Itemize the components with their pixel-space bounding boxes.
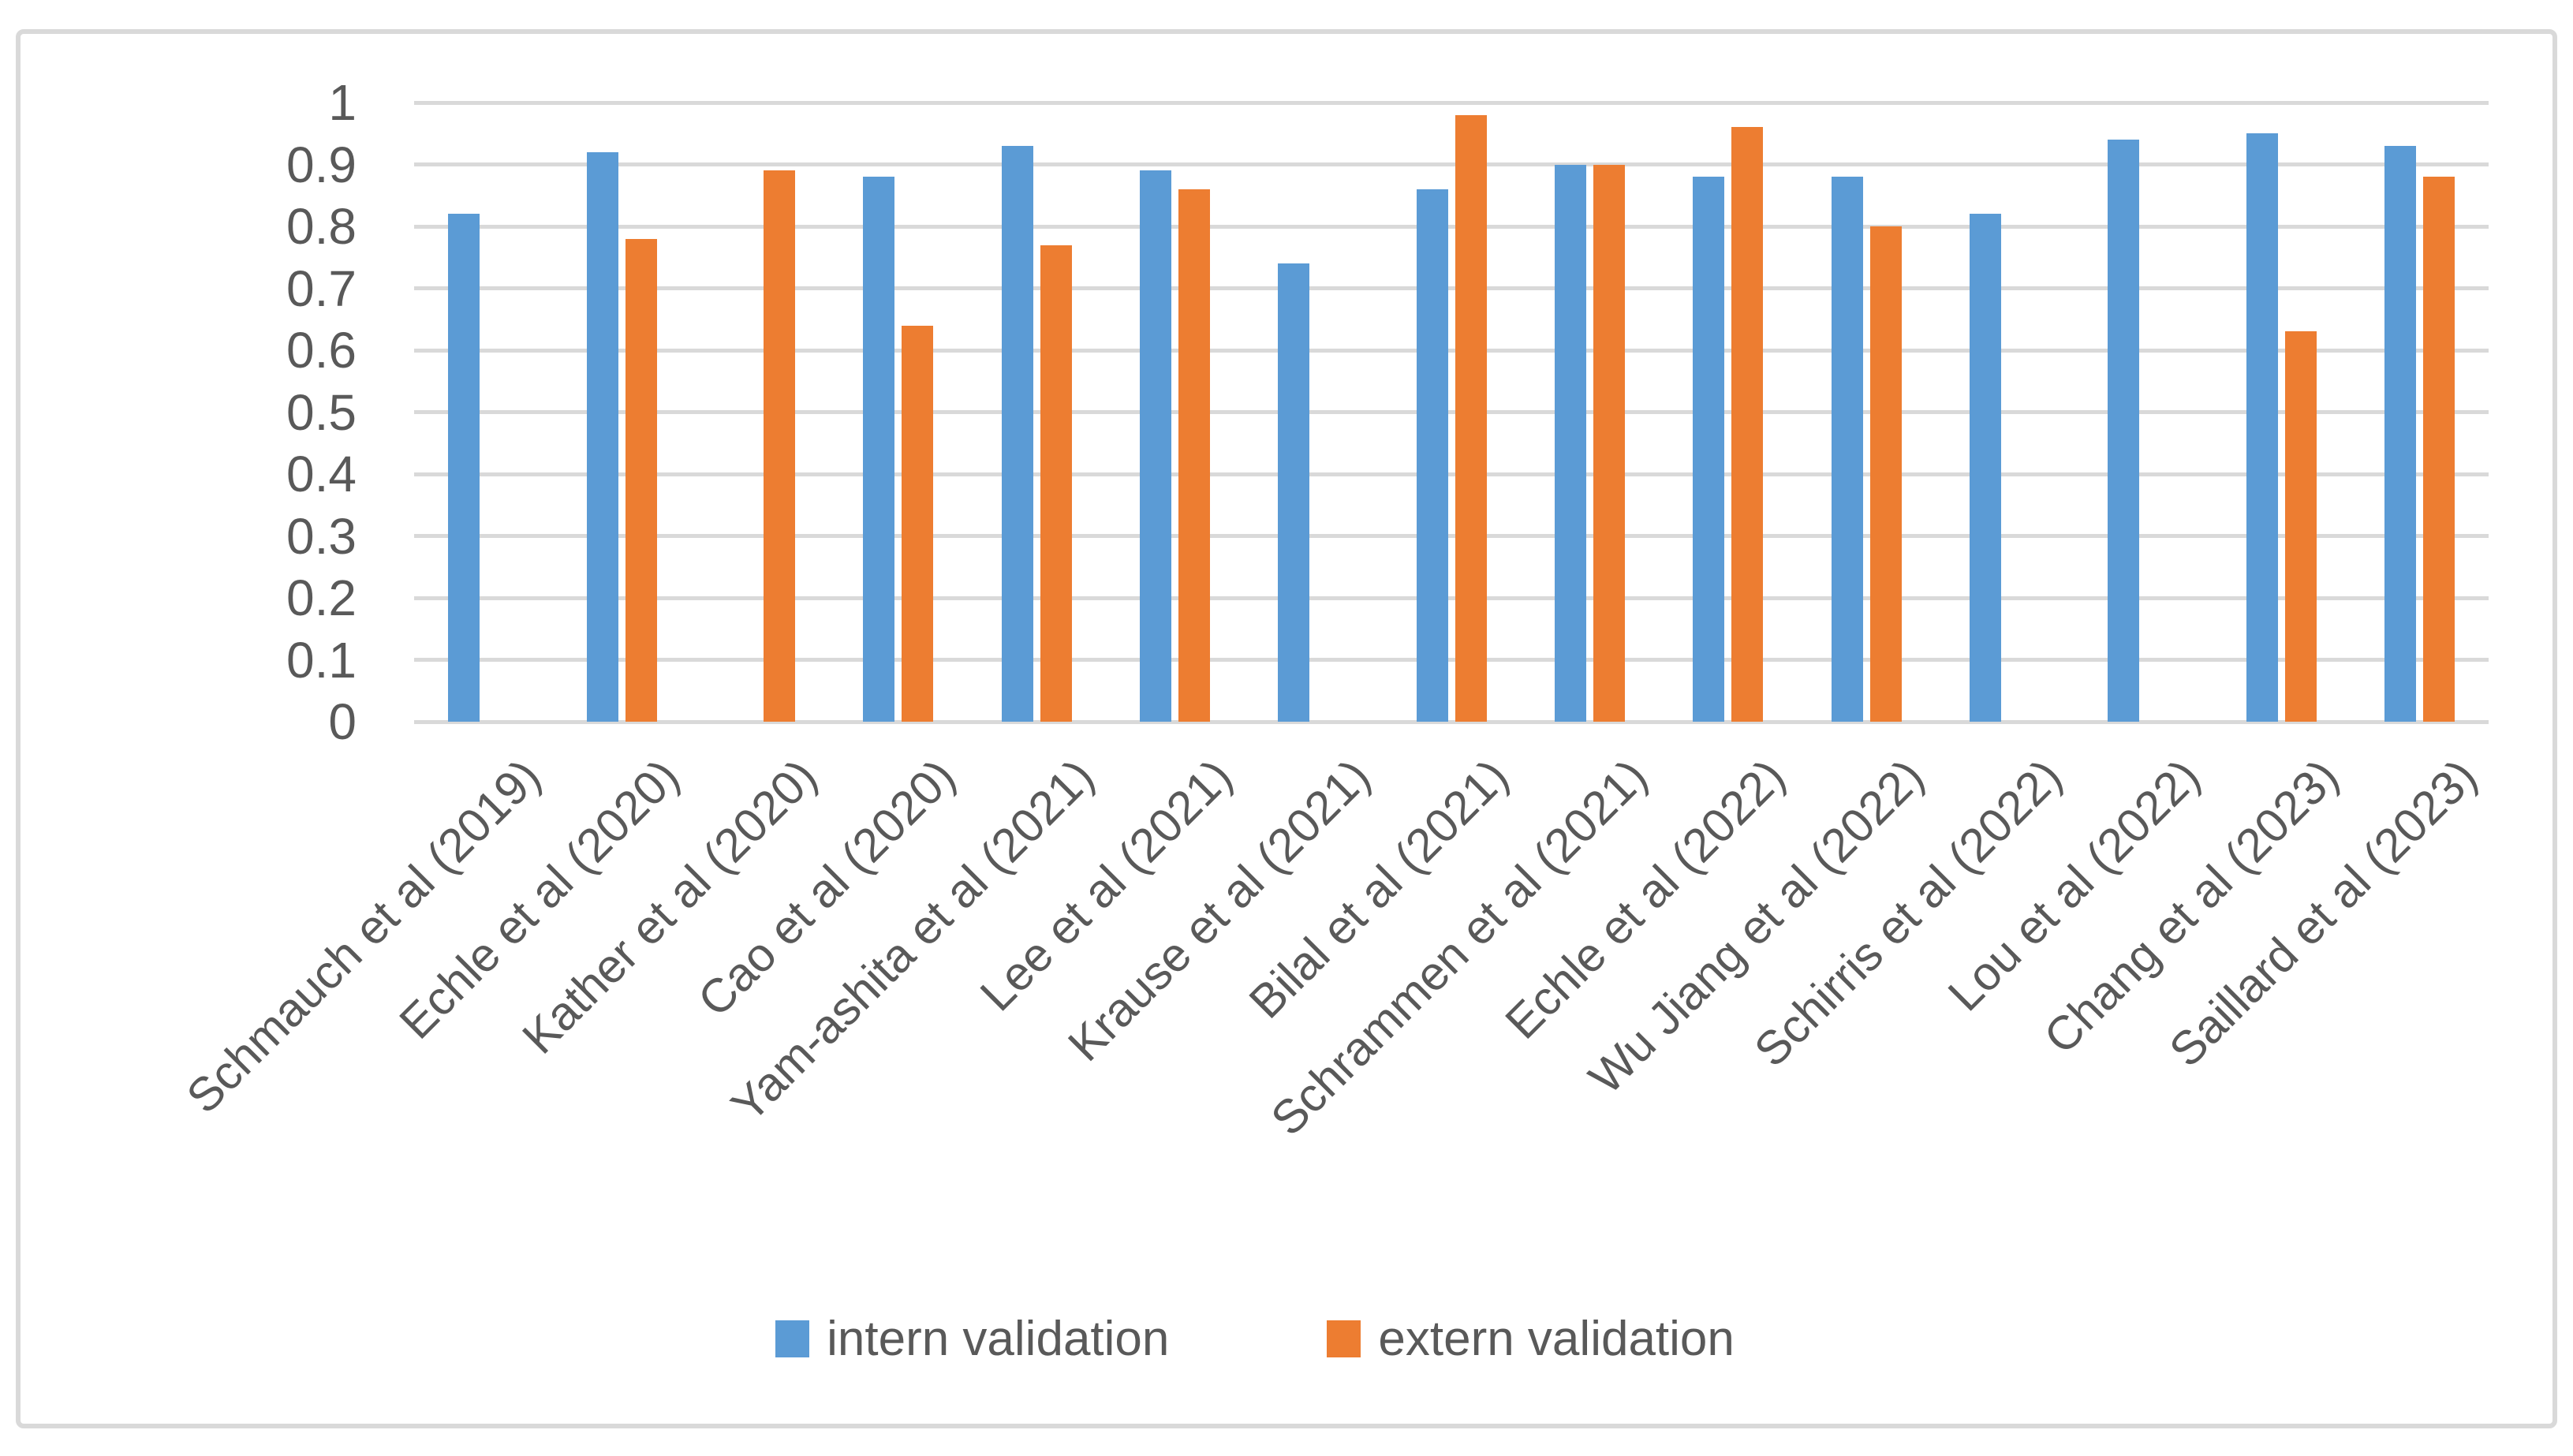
legend-swatch-intern-validation <box>775 1320 810 1357</box>
chart-border <box>16 29 2557 1428</box>
y-axis-tick-label-0.1: 0.1 <box>286 631 357 689</box>
y-axis-tick-label-1: 1 <box>328 74 357 131</box>
y-axis-tick-label-0.9: 0.9 <box>286 136 357 193</box>
bar-extern-Cao et al (2020) <box>902 325 934 722</box>
bar-intern-Schrammen et al (2021) <box>1554 164 1586 722</box>
gridline-0.2 <box>414 595 2489 600</box>
gridline-0.3 <box>414 534 2489 538</box>
bar-extern-Chang et al (2023) <box>2284 331 2317 722</box>
bar-intern-Krause et al (2021) <box>1278 263 1310 722</box>
legend-item-extern-validation: extern validation <box>1327 1311 1735 1367</box>
y-axis-tick-label-0.5: 0.5 <box>286 383 357 441</box>
gridline-1 <box>414 100 2489 105</box>
bar-extern-Echle et al (2022) <box>1731 127 1764 722</box>
bar-intern-Echle et al (2022) <box>1693 177 1725 722</box>
y-axis-tick-label-0: 0 <box>328 693 357 750</box>
bar-intern-Wu Jiang et al (2022) <box>1831 177 1863 722</box>
bar-extern-Schrammen et al (2021) <box>1593 164 1625 722</box>
bar-intern-Echle et al (2020) <box>586 151 618 722</box>
bar-extern-Yam-ashita et al (2021) <box>1040 245 1072 722</box>
bar-intern-Schirris et al (2022) <box>1969 214 2001 722</box>
bar-intern-Schmauch et al (2019) <box>448 214 480 722</box>
legend-item-intern-validation: intern validation <box>775 1311 1169 1367</box>
bar-intern-Yam-ashita et al (2021) <box>1001 145 1033 722</box>
y-axis-tick-label-0.2: 0.2 <box>286 569 357 626</box>
y-axis-tick-label-0.6: 0.6 <box>286 322 357 379</box>
bar-extern-Kather et al (2020) <box>763 170 795 722</box>
bar-intern-Bilal et al (2021) <box>1416 189 1448 722</box>
gridline-0.1 <box>414 658 2489 662</box>
bar-intern-Cao et al (2020) <box>863 177 895 722</box>
bar-intern-Saillard et al (2023) <box>2384 145 2416 722</box>
y-axis-tick-label-0.8: 0.8 <box>286 198 357 255</box>
bar-extern-Lee et al (2021) <box>1178 189 1210 722</box>
gridline-0.4 <box>414 472 2489 476</box>
bar-extern-Echle et al (2020) <box>625 238 657 722</box>
legend-swatch-extern-validation <box>1327 1320 1361 1357</box>
legend: intern validation extern validation <box>0 1311 2541 1367</box>
bar-extern-Wu Jiang et al (2022) <box>1869 226 1902 722</box>
bar-intern-Lou et al (2022) <box>2108 140 2140 722</box>
gridline-0.9 <box>414 162 2489 166</box>
gridline-0.5 <box>414 410 2489 414</box>
y-axis-tick-label-0.4: 0.4 <box>286 446 357 502</box>
bar-extern-Saillard et al (2023) <box>2422 177 2455 722</box>
gridline-0.7 <box>414 286 2489 290</box>
gridline-0.6 <box>414 348 2489 353</box>
bar-extern-Bilal et al (2021) <box>1455 114 1487 722</box>
legend-label-intern-validation: intern validation <box>827 1312 1170 1366</box>
bar-intern-Lee et al (2021) <box>1139 170 1171 722</box>
gridline-0.8 <box>414 224 2489 229</box>
y-axis-tick-label-0.7: 0.7 <box>286 259 357 317</box>
gridline-0 <box>414 719 2489 724</box>
legend-label-extern-validation: extern validation <box>1378 1312 1735 1366</box>
bar-intern-Chang et al (2023) <box>2246 133 2278 722</box>
y-axis-tick-label-0.3: 0.3 <box>286 507 357 565</box>
